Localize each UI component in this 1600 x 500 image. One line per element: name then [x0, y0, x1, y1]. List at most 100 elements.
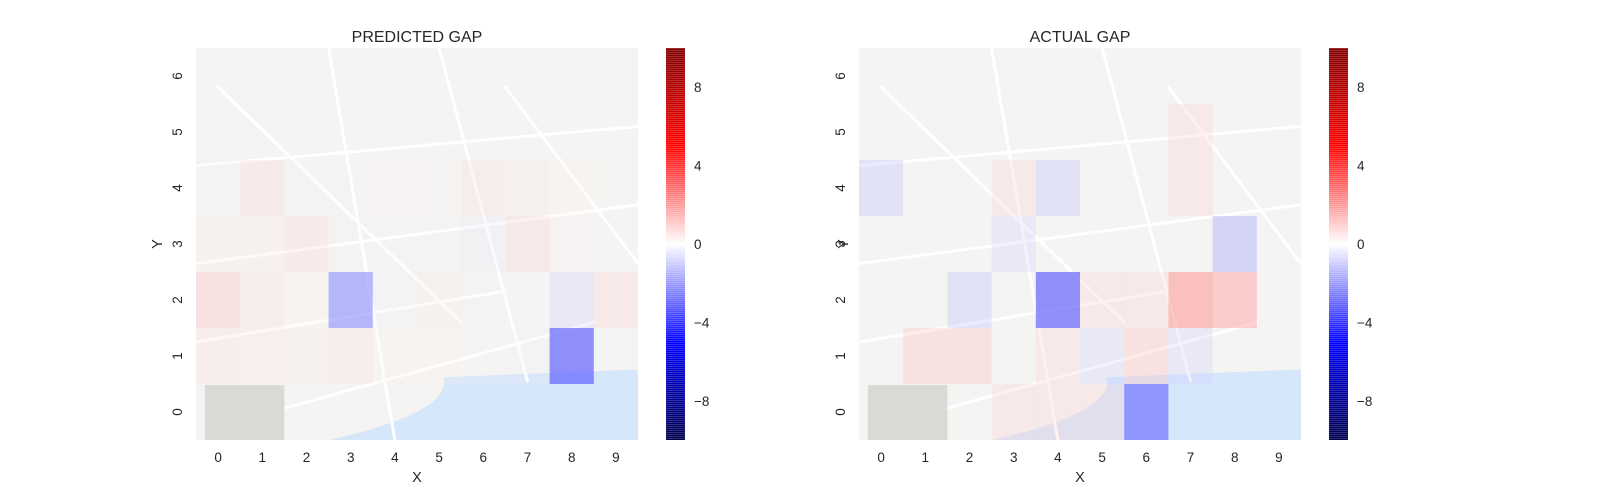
- map-park-area: [867, 385, 948, 440]
- map-road: [194, 203, 640, 266]
- heatmap-cell: [196, 216, 241, 272]
- heatmap-cell: [1080, 272, 1125, 328]
- y-tick-label: 4: [833, 184, 848, 192]
- heatmap-cell: [991, 384, 1036, 440]
- heatmap-cell: [328, 160, 373, 216]
- heatmap-cell: [1035, 384, 1080, 440]
- y-tick-label: 3: [170, 240, 185, 248]
- heatmap-cell: [1168, 104, 1213, 160]
- colorbar-ticks: −8 −4 0 4 8: [1357, 80, 1373, 409]
- chart-title: ACTUAL GAP: [1030, 29, 1131, 46]
- colorbar-tick-label: −8: [1357, 394, 1372, 409]
- x-tick-label: 8: [568, 450, 576, 465]
- map-park-area: [204, 385, 285, 440]
- x-tick-label: 6: [480, 450, 488, 465]
- colorbar: −8 −4 0 4 8: [666, 48, 710, 440]
- y-tick-label: 0: [833, 408, 848, 416]
- heatmap-cell: [1168, 272, 1213, 328]
- heatmap-cell: [505, 216, 550, 272]
- heatmap-cell: [240, 328, 285, 384]
- map-river-area: [328, 369, 638, 440]
- heatmap-cell: [1035, 272, 1080, 328]
- map-road: [857, 289, 1170, 344]
- colorbar-tick-label: 0: [694, 237, 702, 252]
- y-tick-label: 3: [833, 240, 848, 248]
- chart-title: PREDICTED GAP: [352, 29, 483, 46]
- heatmap-cell: [1124, 384, 1169, 440]
- heatmap-cell: [549, 216, 594, 272]
- heatmap-cell: [328, 272, 373, 328]
- heatmap-cell: [372, 272, 417, 328]
- map-background: [194, 46, 640, 442]
- heatmap-cell: [417, 272, 462, 328]
- y-tick-label: 5: [170, 128, 185, 136]
- x-tick-label: 7: [524, 450, 532, 465]
- x-tick-label: 1: [922, 450, 930, 465]
- y-tick-label: 6: [833, 72, 848, 80]
- x-axis-ticks: 0 1 2 3 4 5 6 7 8 9: [877, 450, 1282, 465]
- colorbar-tick-label: 4: [1357, 159, 1365, 174]
- x-tick-label: 9: [612, 450, 620, 465]
- heatmap-cell: [240, 216, 285, 272]
- x-tick-label: 6: [1143, 450, 1151, 465]
- heatmap-cell: [328, 216, 373, 272]
- x-tick-label: 4: [391, 450, 399, 465]
- heatmap-cell: [417, 216, 462, 272]
- map-road: [1100, 46, 1192, 383]
- heatmap-cell: [1212, 272, 1257, 328]
- heatmap-cell: [196, 160, 241, 216]
- y-tick-label: 2: [170, 296, 185, 304]
- heatmap-cell: [461, 216, 506, 272]
- colorbar-tick-label: −4: [1357, 315, 1373, 330]
- x-tick-label: 2: [303, 450, 311, 465]
- map-road: [1166, 85, 1303, 266]
- y-axis-ticks: 0 1 2 3 4 5 6: [833, 72, 848, 416]
- map-road: [437, 46, 529, 383]
- heatmap-cell: [903, 328, 948, 384]
- colorbar-tick-label: 0: [1357, 237, 1365, 252]
- y-tick-label: 2: [833, 296, 848, 304]
- colorbar-tick-label: −4: [694, 315, 710, 330]
- heatmap-cell: [1080, 384, 1125, 440]
- map-road: [503, 85, 640, 266]
- actual-gap-panel: ACTUAL GAP 0 1 2 3 4 5 6 7 8 9 0 1 2 3 4 5 6 X Y −8 −4 0 4…: [833, 29, 1373, 486]
- map-road: [327, 46, 397, 442]
- map-road: [216, 85, 463, 324]
- y-axis-label: Y: [836, 239, 852, 249]
- heatmap-cell: [991, 160, 1036, 216]
- x-tick-label: 0: [877, 450, 885, 465]
- y-tick-label: 0: [170, 408, 185, 416]
- heatmap-cell: [1035, 160, 1080, 216]
- heatmap-cell: [461, 272, 506, 328]
- heatmap-cell: [991, 216, 1036, 272]
- x-tick-label: 1: [259, 450, 267, 465]
- x-tick-label: 0: [214, 450, 222, 465]
- heatmap-cell: [284, 272, 329, 328]
- heatmap-cell: [505, 160, 550, 216]
- heatmap-cell: [593, 272, 638, 328]
- x-axis-label: X: [1075, 470, 1085, 486]
- heatmap-cell: [947, 272, 992, 328]
- heatmap-cell: [505, 328, 550, 384]
- heatmap-cell: [549, 160, 594, 216]
- y-tick-label: 5: [833, 128, 848, 136]
- x-axis-ticks: 0 1 2 3 4 5 6 7 8 9: [214, 450, 619, 465]
- heatmap-cell: [196, 272, 241, 328]
- heatmap-cell: [372, 216, 417, 272]
- heatmap-cell: [461, 160, 506, 216]
- x-tick-label: 9: [1275, 450, 1283, 465]
- map-road: [901, 320, 1259, 422]
- heatmap-cell: [1168, 160, 1213, 216]
- heatmap-cells: [859, 104, 1257, 440]
- x-tick-label: 2: [966, 450, 974, 465]
- x-axis-label: X: [412, 470, 422, 486]
- colorbar-tick-label: 8: [1357, 80, 1365, 95]
- x-tick-label: 3: [1010, 450, 1018, 465]
- x-tick-label: 5: [435, 450, 443, 465]
- heatmap-cell: [1212, 216, 1257, 272]
- y-tick-label: 4: [170, 184, 185, 192]
- heatmap-cell: [328, 328, 373, 384]
- map-road: [857, 124, 1303, 168]
- heatmap-cell: [505, 272, 550, 328]
